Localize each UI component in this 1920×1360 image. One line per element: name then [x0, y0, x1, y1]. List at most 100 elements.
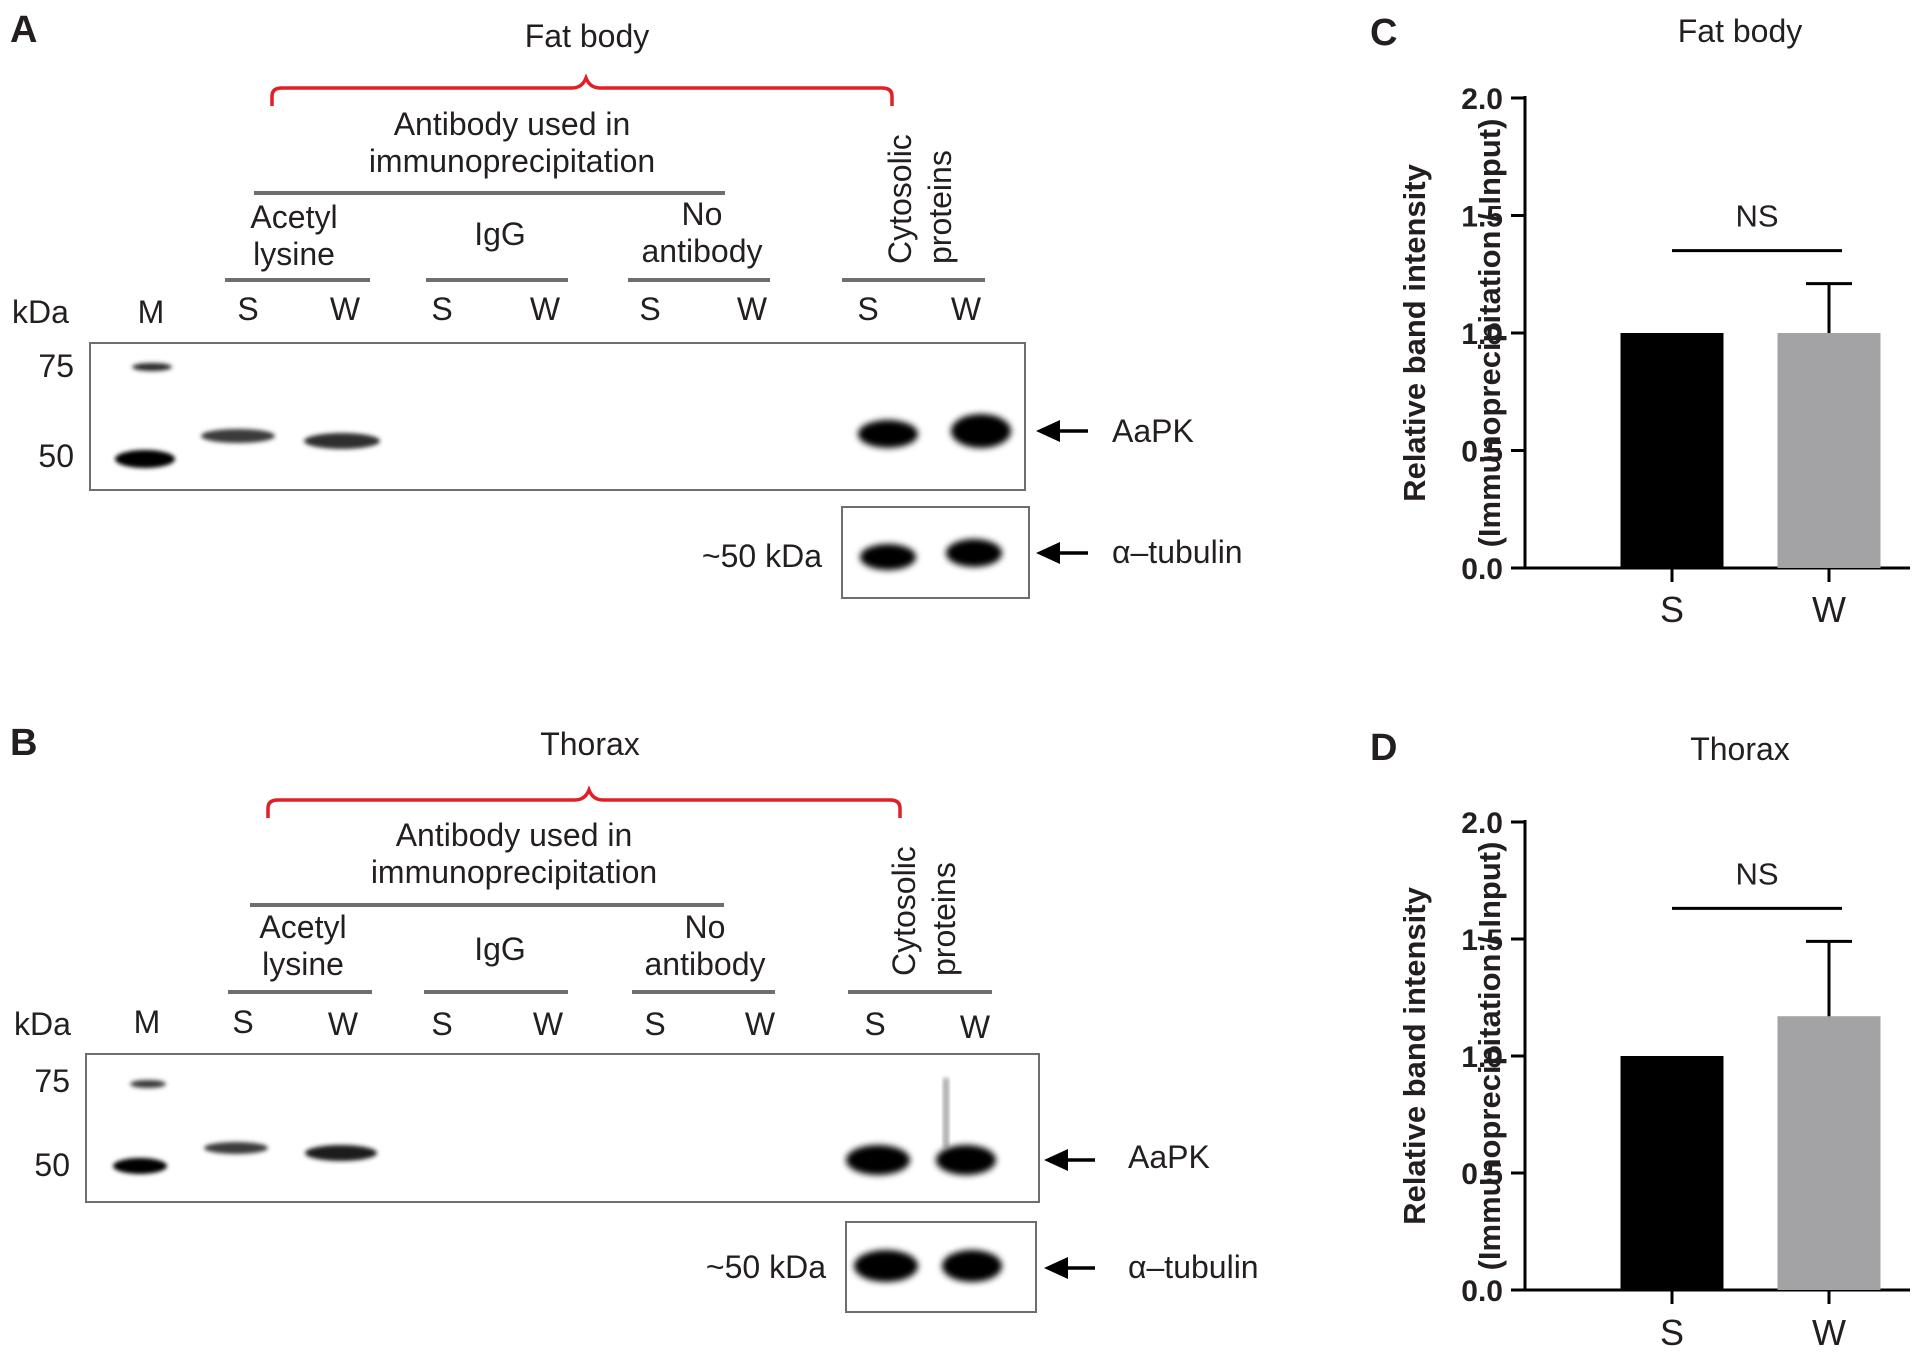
antibody-header-line1-b: Antibody used in — [396, 817, 633, 853]
antibody-header-line2-b: immunoprecipitation — [371, 854, 657, 890]
y-axis-label-c-2: (Immunoprecipitation / Input) — [1472, 119, 1507, 548]
group-noab-line2-a: antibody — [642, 233, 763, 269]
chart-d: D Thorax Relative band intensity (Immunopr… — [1370, 727, 1910, 1353]
band-acetyl-w-a — [304, 433, 380, 449]
marker-band-50-b — [113, 1158, 167, 1174]
lane-label-a-4: W — [530, 291, 561, 327]
panel-b: B Thorax Antibody used in immunoprecipit… — [10, 722, 1259, 1313]
y-tick-label-d-2: 1.0 — [1461, 1041, 1503, 1074]
lane-label-b-3: S — [431, 1006, 452, 1042]
y-axis-label-c-1: Relative band intensity — [1397, 163, 1432, 501]
lane-label-a-1: S — [237, 291, 258, 327]
marker-band-75-a — [132, 363, 172, 371]
antibody-header-line2-a: immunoprecipitation — [369, 143, 655, 179]
red-brace-b — [266, 785, 902, 818]
band-label-tubulin-a: α–tubulin — [1112, 534, 1243, 570]
panel-a: A Fat body Antibody used in immunoprecip… — [10, 9, 1243, 599]
group-acetyl-line2-b: lysine — [262, 946, 344, 982]
marker-75-b: 75 — [34, 1063, 70, 1099]
bar-d-s — [1620, 1056, 1724, 1290]
group-acetyl-line1-a: Acetyl — [250, 199, 337, 235]
group-igg-a: IgG — [474, 216, 526, 252]
lane-label-b-7: S — [864, 1006, 885, 1042]
group-noab-line2-b: antibody — [645, 946, 766, 982]
lane-label-a-6: W — [737, 291, 768, 327]
tubulin-band-s-a — [860, 544, 916, 570]
tubulin-band-w-b — [942, 1250, 1002, 1282]
y-tick-label-c-0: 0.0 — [1461, 553, 1503, 586]
category-label-d-w: W — [1812, 1312, 1846, 1353]
arrow-head-tubulin-a — [1036, 542, 1060, 564]
y-axis-label-d-2: (Immunoprecipitation / Input) — [1472, 842, 1507, 1271]
marker-50-b: 50 — [34, 1147, 70, 1183]
group-cyto-line1-a: Cytosolic — [882, 134, 918, 264]
blot-bands-b — [113, 1078, 996, 1175]
category-label-d-s: S — [1660, 1312, 1684, 1353]
band-acetyl-s-a — [201, 429, 275, 443]
y-tick-label-c-3: 1.5 — [1461, 201, 1503, 234]
lane-label-b-8: W — [960, 1009, 991, 1045]
y-tick-label-c-1: 0.5 — [1461, 436, 1503, 469]
marker-75-a: 75 — [38, 348, 74, 384]
lane-label-b-5: S — [644, 1006, 665, 1042]
band-cyto-w-b — [936, 1145, 996, 1175]
marker-band-75-b — [130, 1080, 166, 1088]
arrow-head-aapk-a — [1036, 420, 1060, 442]
y-axis-label-d-1: Relative band intensity — [1397, 886, 1432, 1224]
panel-letter-b: B — [10, 722, 37, 764]
lane-label-b-1: S — [232, 1004, 253, 1040]
lane-label-a-3: S — [431, 291, 452, 327]
band-label-aapk-b: AaPK — [1128, 1139, 1210, 1175]
band-cyto-s-a — [858, 420, 918, 448]
arrow-head-aapk-b — [1044, 1149, 1068, 1171]
group-noab-line1-a: No — [682, 196, 723, 232]
y-tick-label-c-2: 1.0 — [1461, 318, 1503, 351]
significance-label-d: NS — [1735, 856, 1778, 891]
tubulin-size-b: ~50 kDa — [706, 1249, 826, 1285]
tissue-title-a: Fat body — [525, 18, 650, 54]
tubulin-band-w-a — [946, 539, 1002, 567]
lane-label-b-6: W — [745, 1006, 776, 1042]
bar-c-w — [1777, 333, 1881, 568]
category-label-c-s: S — [1660, 589, 1684, 630]
bar-d-w — [1777, 1016, 1881, 1290]
band-label-aapk-a: AaPK — [1112, 413, 1194, 449]
kda-label-b: kDa — [14, 1006, 71, 1042]
antibody-header-line1-a: Antibody used in — [394, 106, 631, 142]
panel-letter-c: C — [1370, 12, 1397, 54]
kda-label-a: kDa — [12, 294, 69, 330]
group-cyto-line1-b: Cytosolic — [886, 846, 922, 976]
red-brace-a — [270, 73, 894, 106]
y-tick-label-d-3: 1.5 — [1461, 924, 1503, 957]
lane-label-b-2: W — [328, 1006, 359, 1042]
y-tick-label-d-4: 2.0 — [1461, 807, 1503, 840]
group-noab-line1-b: No — [685, 909, 726, 945]
group-acetyl-line1-b: Acetyl — [259, 909, 346, 945]
band-cyto-w-a — [951, 414, 1011, 448]
group-cyto-line2-a: proteins — [922, 150, 958, 264]
lane-label-a-5: S — [639, 291, 660, 327]
band-cyto-s-b — [846, 1145, 910, 1175]
marker-lane-label-a: M — [138, 294, 165, 330]
lane-label-b-4: W — [533, 1006, 564, 1042]
blot-bands-a — [115, 363, 1011, 468]
y-tick-label-d-0: 0.0 — [1461, 1275, 1503, 1308]
group-igg-b: IgG — [474, 931, 526, 967]
group-cyto-line2-b: proteins — [926, 862, 962, 976]
tubulin-band-s-b — [854, 1250, 918, 1282]
significance-label-c: NS — [1735, 199, 1778, 234]
blot-aapk-b — [85, 1053, 1040, 1203]
lane-label-a-8: W — [951, 291, 982, 327]
chart-title-d: Thorax — [1690, 731, 1790, 767]
group-acetyl-line2-a: lysine — [253, 236, 335, 272]
band-acetyl-s-b — [204, 1142, 268, 1154]
lane-label-a-7: S — [857, 291, 878, 327]
panel-letter-d: D — [1370, 727, 1397, 769]
marker-50-a: 50 — [38, 438, 74, 474]
lane-label-a-2: W — [330, 291, 361, 327]
chart-c: C Fat body Relative band intensity (Immuno… — [1370, 12, 1910, 630]
y-tick-label-d-1: 0.5 — [1461, 1158, 1503, 1191]
band-acetyl-w-b — [305, 1145, 377, 1161]
y-tick-label-c-4: 2.0 — [1461, 83, 1503, 116]
